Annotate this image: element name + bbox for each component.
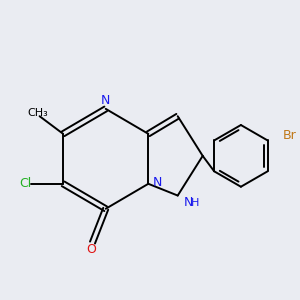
Text: N: N [183, 196, 193, 209]
Text: N: N [152, 176, 162, 189]
Text: N: N [101, 94, 110, 106]
Text: Cl: Cl [19, 177, 31, 190]
Text: CH₃: CH₃ [28, 108, 49, 118]
Text: O: O [86, 243, 96, 256]
Text: H: H [191, 198, 200, 208]
Text: Br: Br [283, 129, 297, 142]
